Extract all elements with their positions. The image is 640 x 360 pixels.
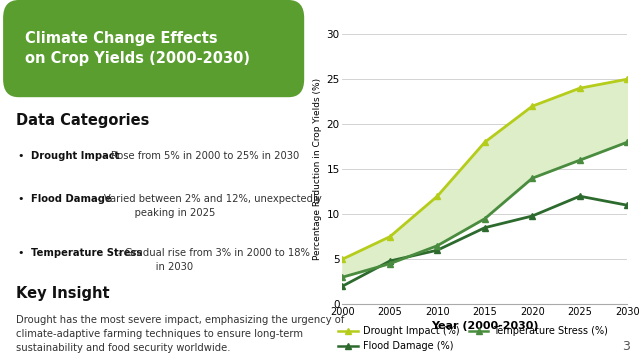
Text: •: •: [17, 248, 24, 258]
Text: Flood Damage: Flood Damage: [31, 194, 112, 204]
Text: Temperature Stress: Temperature Stress: [31, 248, 142, 258]
Legend: Drought Impact (%), Flood Damage (%), Temperature Stress (%): Drought Impact (%), Flood Damage (%), Te…: [335, 323, 612, 355]
Flood Damage (%): [481, 225, 489, 230]
Temperature Stress (%): [433, 243, 441, 248]
Text: Drought has the most severe impact, emphasizing the urgency of
climate-adaptive : Drought has the most severe impact, emph…: [15, 315, 344, 353]
Text: 3: 3: [623, 340, 630, 353]
Text: Key Insight: Key Insight: [15, 286, 109, 301]
Flood Damage (%): [386, 259, 394, 263]
Text: •: •: [17, 151, 24, 161]
X-axis label: Year (2000-2030): Year (2000-2030): [431, 321, 538, 331]
Text: •: •: [17, 194, 24, 204]
Line: Temperature Stress (%): Temperature Stress (%): [339, 139, 630, 281]
Temperature Stress (%): [339, 275, 346, 279]
Drought Impact (%): [481, 140, 489, 144]
Line: Drought Impact (%): Drought Impact (%): [339, 76, 630, 263]
Temperature Stress (%): [576, 158, 584, 162]
Text: - Gradual rise from 3% in 2000 to 18%
             in 2030: - Gradual rise from 3% in 2000 to 18% in…: [115, 248, 310, 271]
Text: - Rose from 5% in 2000 to 25% in 2030: - Rose from 5% in 2000 to 25% in 2030: [101, 151, 300, 161]
Temperature Stress (%): [529, 176, 536, 180]
Drought Impact (%): [576, 86, 584, 90]
Flood Damage (%): [339, 284, 346, 288]
Drought Impact (%): [529, 104, 536, 108]
Flood Damage (%): [529, 214, 536, 218]
Y-axis label: Percentage Reduction in Crop Yields (%): Percentage Reduction in Crop Yields (%): [313, 78, 322, 260]
Flood Damage (%): [623, 203, 631, 207]
Temperature Stress (%): [386, 261, 394, 266]
Drought Impact (%): [623, 77, 631, 81]
FancyBboxPatch shape: [3, 0, 304, 97]
Text: Drought Impact: Drought Impact: [31, 151, 120, 161]
Flood Damage (%): [433, 248, 441, 252]
Flood Damage (%): [576, 194, 584, 198]
Text: Data Categories: Data Categories: [15, 113, 149, 129]
Text: - Varied between 2% and 12%, unexpectedly
             peaking in 2025: - Varied between 2% and 12%, unexpectedl…: [94, 194, 322, 217]
Line: Flood Damage (%): Flood Damage (%): [339, 193, 630, 290]
Text: Climate Change Effects
on Crop Yields (2000-2030): Climate Change Effects on Crop Yields (2…: [25, 31, 250, 66]
Drought Impact (%): [339, 257, 346, 261]
Temperature Stress (%): [623, 140, 631, 144]
Drought Impact (%): [386, 235, 394, 239]
Drought Impact (%): [433, 194, 441, 198]
Temperature Stress (%): [481, 216, 489, 221]
